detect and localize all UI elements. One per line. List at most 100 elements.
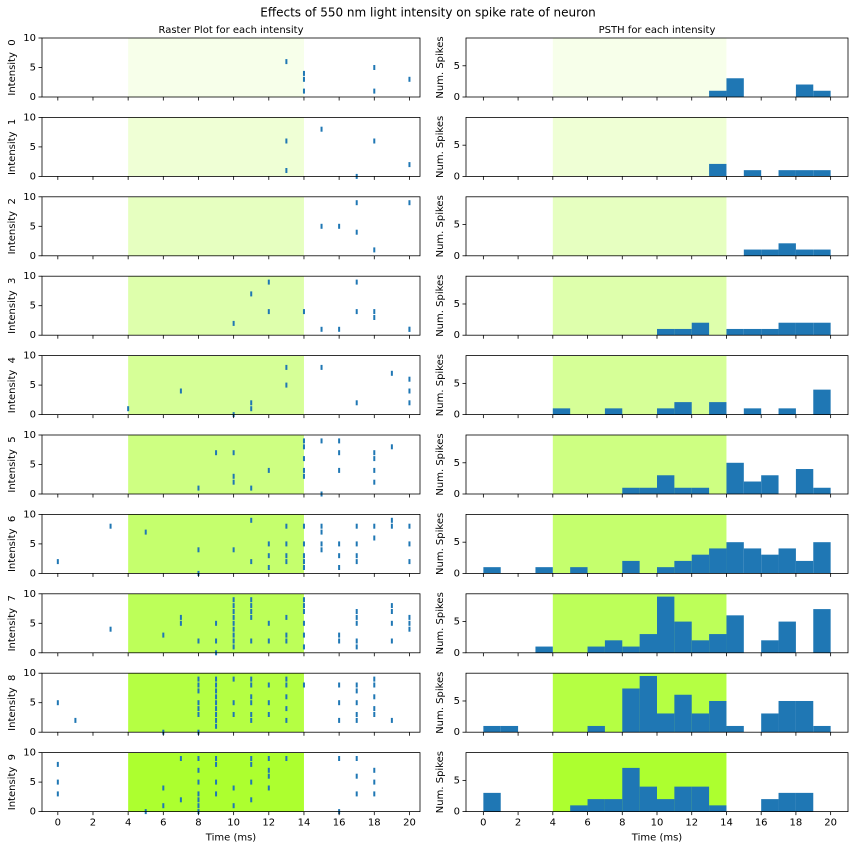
bar bbox=[761, 713, 779, 733]
spike bbox=[197, 779, 200, 785]
spike bbox=[267, 541, 270, 547]
x-tick-label: 12 bbox=[262, 818, 275, 829]
bar bbox=[778, 621, 796, 653]
spike bbox=[373, 467, 376, 473]
spike bbox=[232, 597, 235, 603]
spike bbox=[302, 76, 305, 82]
spike bbox=[320, 223, 323, 229]
y-axis-label: Intensity 6 bbox=[7, 516, 18, 572]
spike bbox=[302, 603, 305, 609]
bar bbox=[483, 792, 501, 812]
spike bbox=[215, 688, 218, 694]
bar bbox=[570, 805, 588, 812]
bar bbox=[691, 713, 710, 733]
y-axis-label: Num. Spikes bbox=[435, 116, 446, 178]
stimulus-span bbox=[128, 117, 304, 177]
y-tick-label: 0 bbox=[454, 410, 460, 421]
spike bbox=[338, 326, 341, 332]
bar bbox=[709, 634, 727, 653]
y-axis-label: Num. Spikes bbox=[435, 751, 446, 813]
spike bbox=[250, 400, 253, 406]
y-tick-label: 5 bbox=[454, 299, 460, 310]
bar bbox=[726, 328, 744, 336]
x-tick-label: 6 bbox=[160, 818, 166, 829]
x-tick-label: 16 bbox=[755, 818, 768, 829]
spike bbox=[338, 682, 341, 688]
spike bbox=[373, 65, 376, 70]
bar bbox=[500, 725, 519, 733]
spike bbox=[162, 803, 165, 809]
spike bbox=[373, 676, 376, 682]
y-tick-label: 5 bbox=[454, 617, 460, 628]
bar bbox=[622, 767, 640, 812]
spike bbox=[250, 761, 253, 767]
spike bbox=[250, 638, 253, 644]
spike bbox=[373, 779, 376, 785]
bar bbox=[674, 328, 692, 336]
bar bbox=[743, 328, 762, 336]
spike bbox=[408, 523, 411, 529]
y-tick-label: 5 bbox=[454, 775, 460, 786]
spike bbox=[373, 523, 376, 529]
bar bbox=[604, 799, 623, 812]
spike bbox=[302, 553, 305, 559]
bar bbox=[657, 567, 675, 574]
y-tick-label: 0 bbox=[30, 568, 36, 579]
y-tick-label: 0 bbox=[30, 92, 36, 103]
spike bbox=[56, 791, 59, 797]
bar bbox=[795, 249, 814, 256]
y-tick-label: 10 bbox=[23, 271, 36, 282]
spike bbox=[267, 785, 270, 791]
stimulus-span bbox=[128, 196, 304, 256]
bar bbox=[639, 676, 657, 733]
bar bbox=[587, 725, 605, 733]
bar bbox=[674, 621, 692, 653]
spike bbox=[267, 638, 270, 644]
bar bbox=[795, 84, 814, 97]
spike bbox=[320, 364, 323, 370]
stimulus-span bbox=[128, 38, 304, 97]
spike bbox=[197, 676, 200, 682]
bar bbox=[709, 90, 727, 97]
spike bbox=[355, 400, 358, 406]
x-tick-label: 18 bbox=[790, 818, 803, 829]
x-tick-label: 12 bbox=[685, 818, 698, 829]
spike bbox=[320, 529, 323, 535]
spike bbox=[215, 791, 218, 797]
y-axis-label: Intensity 9 bbox=[7, 754, 18, 810]
spike bbox=[250, 712, 253, 717]
spike bbox=[250, 609, 253, 614]
y-tick-label: 5 bbox=[454, 140, 460, 151]
x-tick-label: 0 bbox=[480, 818, 486, 829]
spike bbox=[232, 803, 235, 809]
bar bbox=[778, 170, 796, 177]
spike bbox=[302, 620, 305, 626]
spike bbox=[250, 779, 253, 785]
spike bbox=[302, 565, 305, 570]
spike bbox=[355, 682, 358, 688]
bar bbox=[778, 792, 796, 812]
spike bbox=[179, 756, 182, 761]
bar bbox=[761, 799, 779, 812]
spike bbox=[197, 791, 200, 797]
spike bbox=[408, 200, 411, 206]
spike bbox=[197, 682, 200, 688]
y-axis-label: Num. Spikes bbox=[435, 433, 446, 495]
spike bbox=[232, 450, 235, 456]
bar bbox=[639, 786, 657, 812]
bar bbox=[709, 700, 727, 733]
stimulus-span bbox=[552, 435, 727, 494]
bar bbox=[795, 700, 814, 733]
x-tick-label: 2 bbox=[515, 818, 521, 829]
y-tick-label: 10 bbox=[23, 33, 36, 44]
spike bbox=[179, 797, 182, 803]
spike bbox=[355, 644, 358, 650]
y-tick-label: 0 bbox=[454, 727, 460, 738]
x-axis-label: Time (ms) bbox=[205, 833, 257, 844]
spike bbox=[302, 597, 305, 603]
x-tick-label: 20 bbox=[824, 818, 837, 829]
spike bbox=[408, 162, 411, 168]
y-tick-label: 0 bbox=[30, 330, 36, 341]
spike bbox=[302, 559, 305, 565]
x-tick-label: 10 bbox=[651, 818, 664, 829]
